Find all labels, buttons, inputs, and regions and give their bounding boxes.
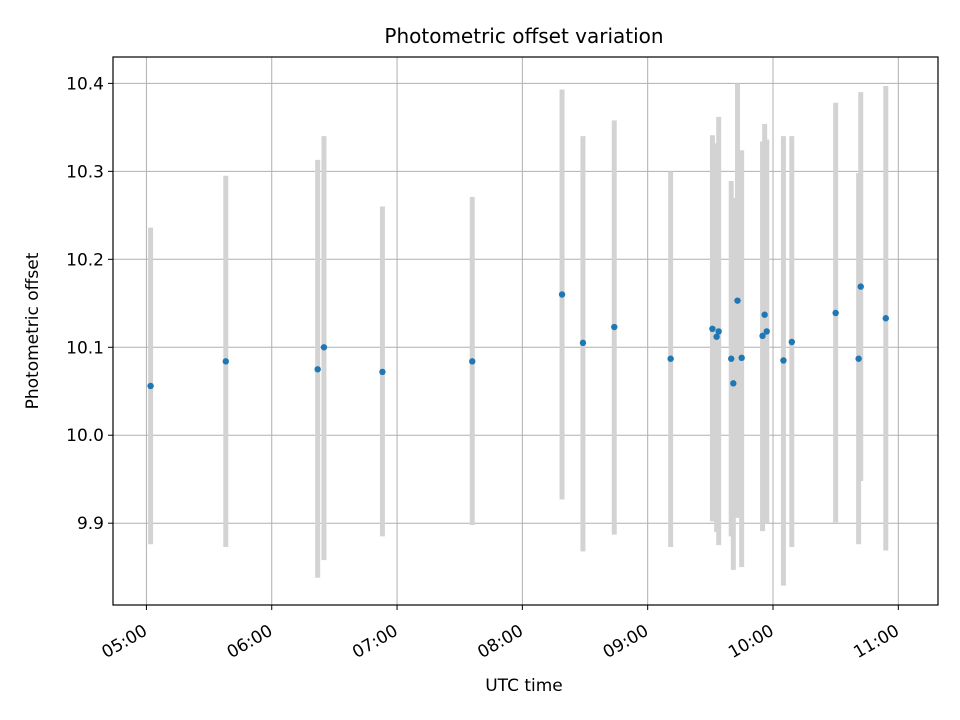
data-point: [222, 358, 229, 365]
chart-title: Photometric offset variation: [384, 24, 663, 48]
plot-frame: [112, 56, 939, 606]
data-point: [855, 355, 862, 362]
data-point: [715, 328, 722, 335]
data-point: [314, 366, 321, 373]
data-point: [882, 315, 889, 322]
data-points: [147, 283, 889, 390]
data-point: [780, 357, 787, 364]
grid: [113, 57, 938, 605]
y-tick-label: 10.2: [66, 250, 104, 270]
data-point: [763, 328, 770, 335]
y-axis-ticks: 9.9 10.0 10.1 10.2 10.3 10.4: [66, 74, 113, 534]
data-point: [738, 354, 745, 362]
data-point: [713, 333, 720, 340]
y-axis-label: Photometric offset: [23, 252, 43, 409]
data-point: [788, 338, 795, 346]
data-point: [579, 339, 587, 347]
data-point: [147, 382, 154, 390]
y-tick-label: 10.4: [66, 74, 104, 94]
data-point: [379, 368, 386, 376]
y-tick-label: 10.0: [66, 426, 104, 446]
data-point: [667, 355, 674, 362]
data-point: [759, 332, 766, 340]
data-point: [709, 325, 716, 333]
y-tick-label: 9.9: [77, 514, 104, 534]
y-tick-label: 10.3: [66, 162, 104, 182]
data-point: [728, 355, 735, 362]
data-point: [734, 297, 741, 304]
data-point: [320, 344, 328, 351]
y-tick-label: 10.1: [66, 338, 104, 358]
data-point: [761, 311, 768, 318]
data-point: [611, 323, 618, 331]
data-point: [469, 358, 476, 365]
data-point: [558, 291, 566, 298]
data-point: [857, 283, 864, 290]
data-point: [730, 380, 737, 387]
data-point: [832, 309, 839, 317]
x-axis-label: UTC time: [485, 676, 563, 696]
